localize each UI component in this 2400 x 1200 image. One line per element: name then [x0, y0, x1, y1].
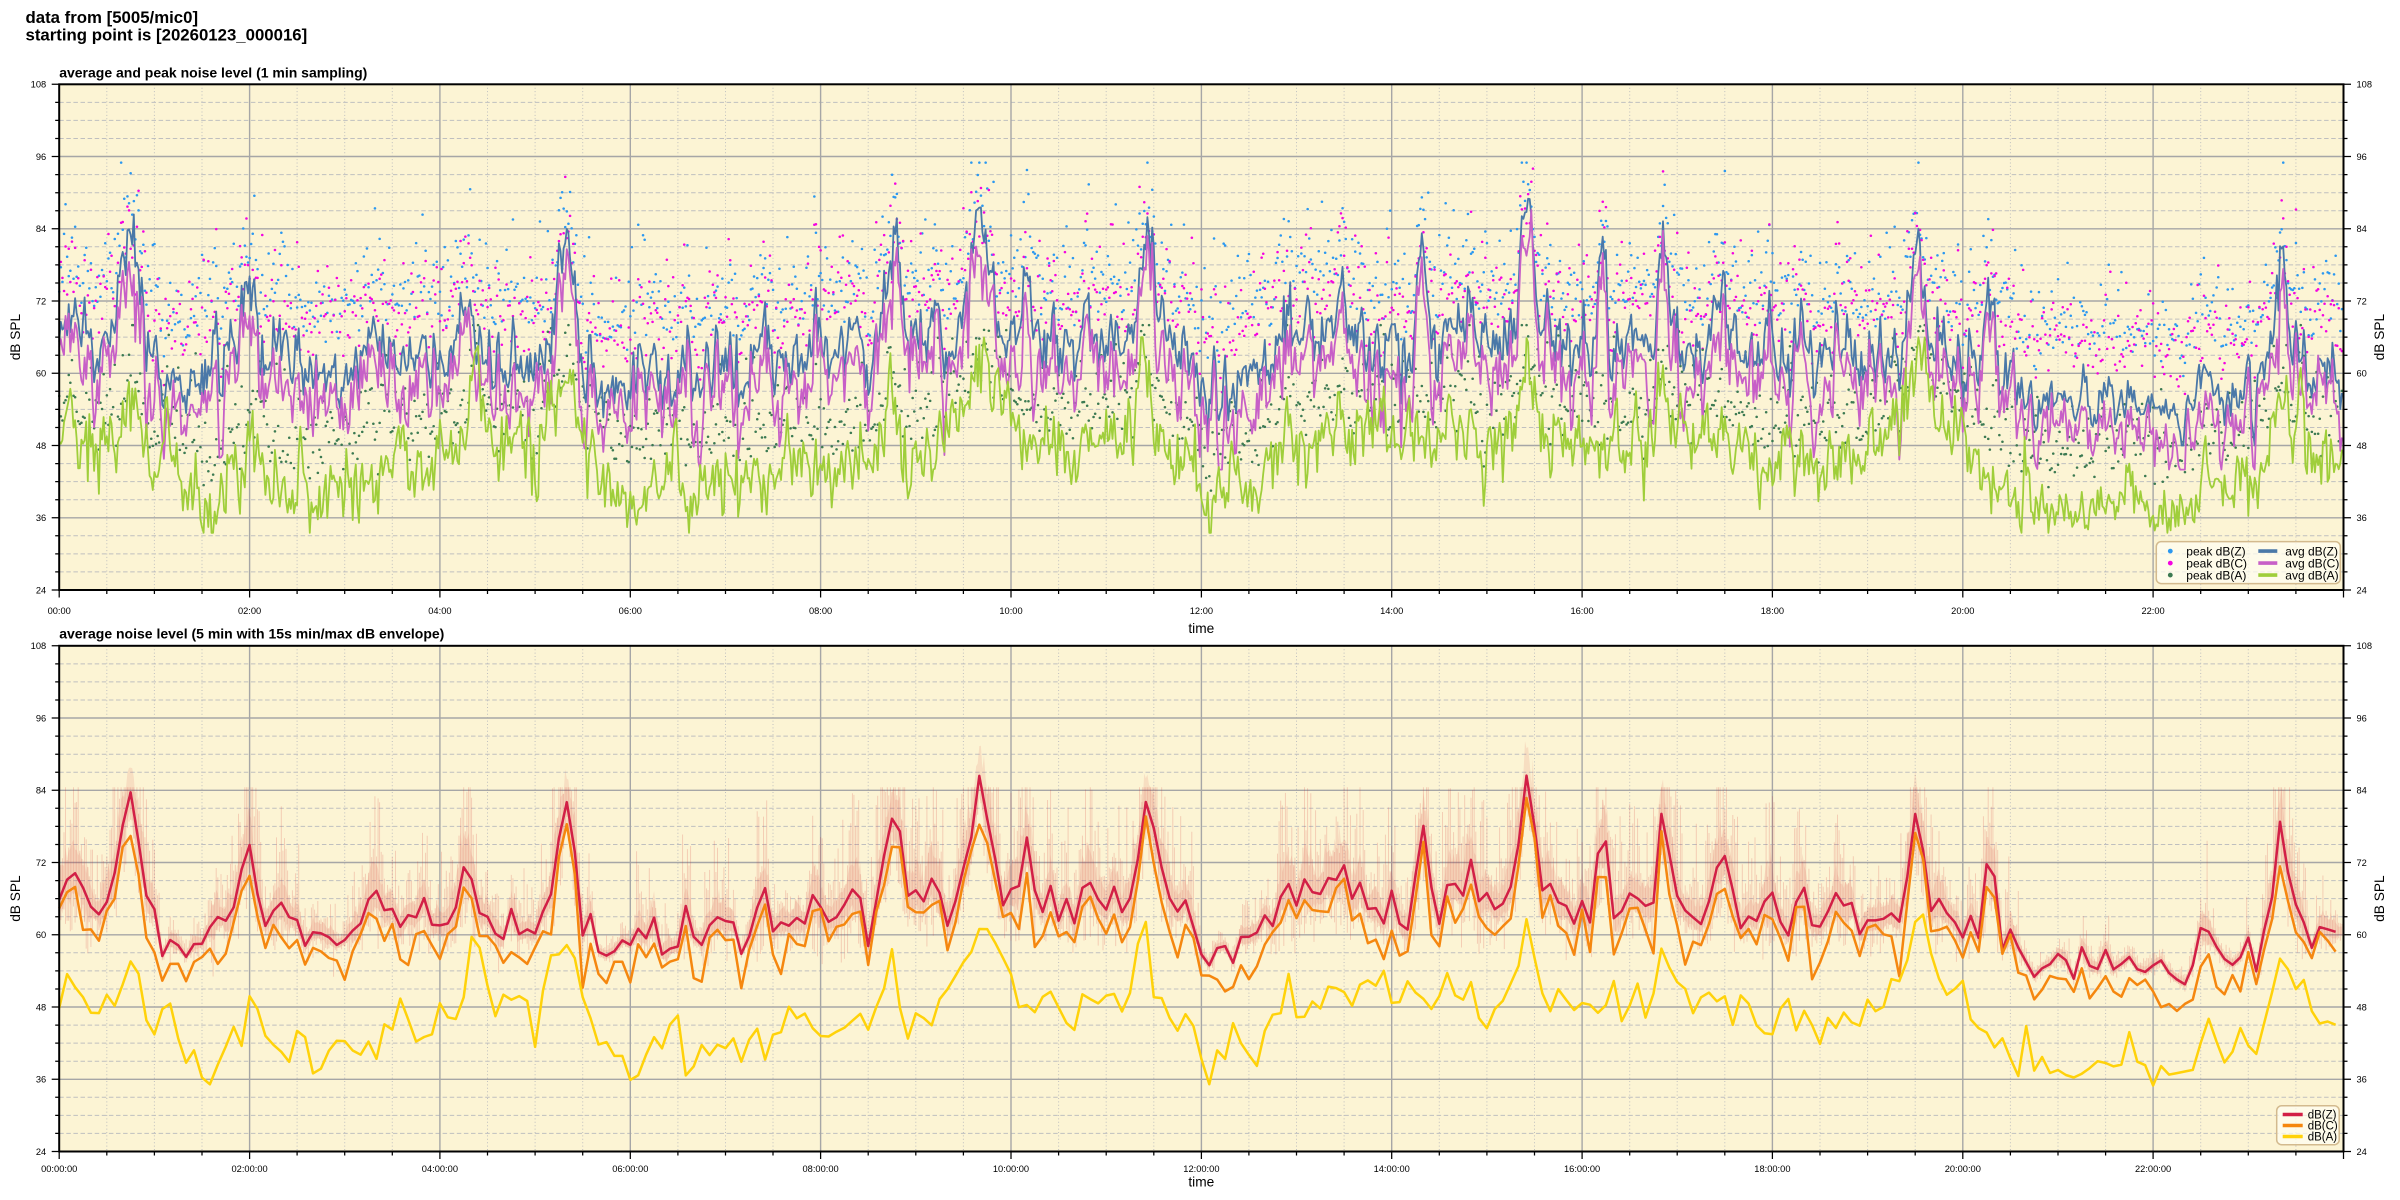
svg-text:dB(Z): dB(Z) [2308, 1110, 2337, 1122]
svg-text:12:00: 12:00 [1190, 606, 1213, 616]
svg-text:average and peak noise level (: average and peak noise level (1 min samp… [59, 65, 367, 81]
svg-text:peak dB(Z): peak dB(Z) [2186, 544, 2245, 558]
svg-text:dB SPL: dB SPL [8, 875, 23, 922]
svg-text:108: 108 [2357, 641, 2373, 651]
svg-text:18:00:00: 18:00:00 [1754, 1164, 1790, 1174]
svg-text:22:00:00: 22:00:00 [2135, 1164, 2171, 1174]
svg-text:108: 108 [31, 641, 47, 651]
svg-text:84: 84 [2357, 786, 2367, 796]
svg-text:72: 72 [36, 858, 46, 868]
svg-text:average noise level (5 min wit: average noise level (5 min with 15s min/… [59, 626, 444, 642]
svg-text:36: 36 [36, 1075, 46, 1085]
svg-text:dB(A): dB(A) [2308, 1132, 2338, 1144]
svg-text:20:00: 20:00 [1951, 606, 1974, 616]
svg-text:20:00:00: 20:00:00 [1945, 1164, 1981, 1174]
svg-text:data from [5005/mic0]: data from [5005/mic0] [26, 8, 199, 27]
svg-text:04:00:00: 04:00:00 [422, 1164, 458, 1174]
svg-text:60: 60 [2357, 930, 2367, 940]
svg-text:08:00: 08:00 [809, 606, 832, 616]
svg-text:72: 72 [2357, 858, 2367, 868]
svg-text:60: 60 [2357, 369, 2367, 379]
svg-text:dB SPL: dB SPL [2372, 314, 2387, 361]
svg-text:peak dB(C): peak dB(C) [2186, 556, 2247, 570]
svg-text:36: 36 [36, 513, 46, 523]
svg-text:avg dB(Z): avg dB(Z) [2285, 544, 2338, 558]
svg-text:96: 96 [36, 713, 46, 723]
svg-text:06:00: 06:00 [619, 606, 642, 616]
svg-text:48: 48 [2357, 441, 2367, 451]
svg-text:08:00:00: 08:00:00 [802, 1164, 838, 1174]
svg-text:24: 24 [2357, 585, 2367, 595]
svg-text:02:00: 02:00 [238, 606, 261, 616]
svg-text:04:00: 04:00 [428, 606, 451, 616]
svg-text:16:00:00: 16:00:00 [1564, 1164, 1600, 1174]
svg-text:72: 72 [2357, 296, 2367, 306]
svg-text:22:00: 22:00 [2141, 606, 2164, 616]
svg-text:84: 84 [2357, 224, 2367, 234]
svg-text:36: 36 [2357, 1075, 2367, 1085]
svg-text:10:00:00: 10:00:00 [993, 1164, 1029, 1174]
svg-text:48: 48 [36, 1002, 46, 1012]
svg-text:12:00:00: 12:00:00 [1183, 1164, 1219, 1174]
svg-text:36: 36 [2357, 513, 2367, 523]
svg-text:06:00:00: 06:00:00 [612, 1164, 648, 1174]
svg-text:18:00: 18:00 [1761, 606, 1784, 616]
svg-text:00:00:00: 00:00:00 [41, 1164, 77, 1174]
svg-text:60: 60 [36, 369, 46, 379]
svg-text:72: 72 [36, 296, 46, 306]
svg-text:108: 108 [2357, 80, 2373, 90]
svg-text:time: time [1188, 1175, 1214, 1190]
svg-text:108: 108 [31, 80, 47, 90]
svg-text:24: 24 [2357, 1147, 2367, 1157]
svg-text:24: 24 [36, 1147, 46, 1157]
svg-text:14:00: 14:00 [1380, 606, 1403, 616]
svg-text:dB SPL: dB SPL [2372, 875, 2387, 922]
svg-text:time: time [1188, 621, 1214, 636]
svg-text:48: 48 [2357, 1002, 2367, 1012]
svg-text:96: 96 [36, 152, 46, 162]
svg-text:starting point is [20260123_00: starting point is [20260123_000016] [26, 26, 308, 45]
svg-text:avg dB(C): avg dB(C) [2285, 556, 2339, 570]
svg-text:16:00: 16:00 [1570, 606, 1593, 616]
svg-text:84: 84 [36, 786, 46, 796]
svg-text:00:00: 00:00 [48, 606, 71, 616]
svg-text:96: 96 [2357, 713, 2367, 723]
svg-text:dB SPL: dB SPL [8, 314, 23, 361]
svg-text:96: 96 [2357, 152, 2367, 162]
svg-text:48: 48 [36, 441, 46, 451]
svg-text:02:00:00: 02:00:00 [231, 1164, 267, 1174]
svg-text:60: 60 [36, 930, 46, 940]
svg-text:84: 84 [36, 224, 46, 234]
svg-text:10:00: 10:00 [999, 606, 1022, 616]
svg-text:14:00:00: 14:00:00 [1374, 1164, 1410, 1174]
svg-text:24: 24 [36, 585, 46, 595]
svg-text:avg dB(A): avg dB(A) [2285, 568, 2338, 582]
svg-text:dB(C): dB(C) [2308, 1121, 2338, 1133]
svg-text:peak dB(A): peak dB(A) [2186, 568, 2246, 582]
